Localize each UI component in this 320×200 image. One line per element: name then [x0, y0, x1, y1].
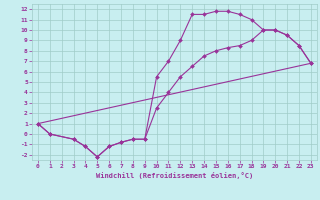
X-axis label: Windchill (Refroidissement éolien,°C): Windchill (Refroidissement éolien,°C)	[96, 172, 253, 179]
